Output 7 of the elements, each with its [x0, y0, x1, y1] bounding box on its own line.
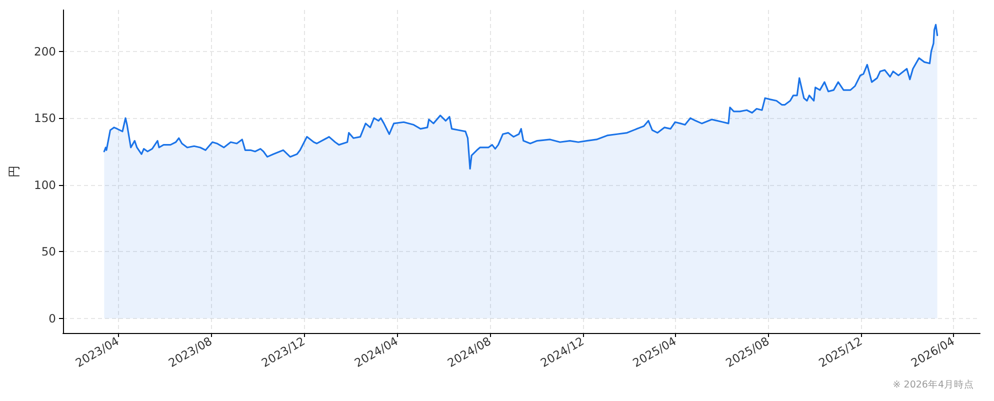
- y-tick-label: 200: [34, 44, 56, 58]
- y-axis-title: 円: [7, 166, 21, 178]
- y-tick-label: 150: [34, 111, 56, 126]
- y-tick-label: 0: [48, 311, 56, 326]
- y-tick-label: 50: [41, 244, 56, 259]
- y-tick-label: 100: [34, 178, 56, 192]
- text: ※ 2026年4月時点: [892, 378, 974, 390]
